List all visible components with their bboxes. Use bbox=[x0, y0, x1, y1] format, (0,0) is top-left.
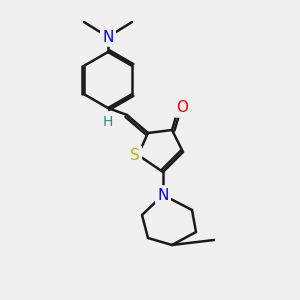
Text: N: N bbox=[102, 29, 114, 44]
Text: O: O bbox=[176, 100, 188, 116]
Text: S: S bbox=[130, 148, 140, 163]
Text: N: N bbox=[157, 188, 169, 202]
Text: H: H bbox=[103, 115, 113, 129]
